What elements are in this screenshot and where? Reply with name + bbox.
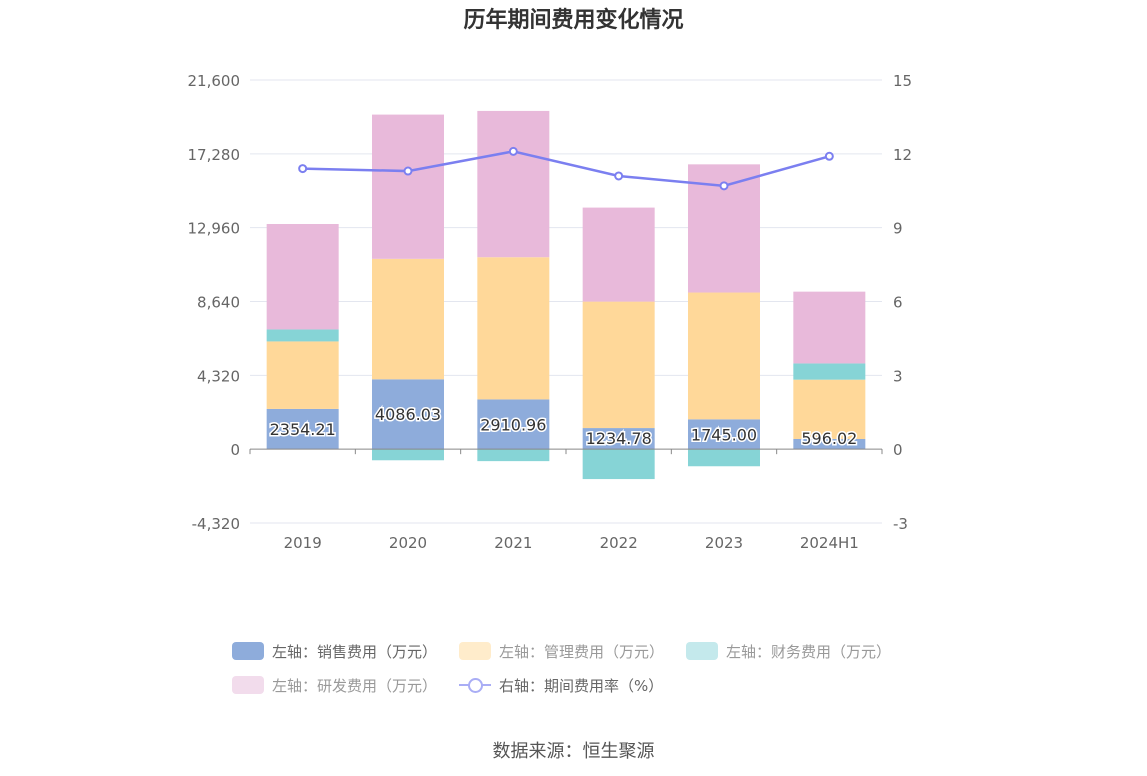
x-axis-tick-label: 2024H1 [800,534,859,552]
left-axis-tick-label: 12,960 [188,220,241,238]
bar-segment [582,449,655,480]
rate-line-point [824,151,834,161]
bar-segment [793,291,866,364]
bar-segment [582,428,655,450]
bar-segment [266,329,339,342]
right-axis-tick-label: 12 [893,146,912,164]
legend-label-sales: 左轴：销售费用（万元） [272,642,438,661]
bar-segment [688,449,760,467]
right-axis-tick-label: 15 [893,72,912,90]
source-note: 数据来源：恒生聚源 [492,741,655,762]
bar-segment [582,301,655,429]
legend-item-rnd[interactable]: 左轴：研发费用（万元） [232,672,437,698]
sales-data-label: 2354.21 [270,420,336,439]
bar-segment [688,419,760,450]
x-axis-tick-label: 2022 [600,534,638,552]
legend-item-rate[interactable]: 右轴：期间费用率（%） [459,672,663,698]
rate-line-point [298,164,308,174]
left-axis-tick-label: 17,280 [188,146,241,164]
bar-segment [793,363,866,380]
bar-segment [477,110,550,258]
bar-segment [372,114,444,259]
legend-label-rate: 右轴：期间费用率（%） [499,676,664,695]
data-labels: 2354.21 4086.03 2910.96 1234.78 1745.00 596.0… [268,404,859,450]
bar-segment [477,257,550,400]
legend-item-sales[interactable]: 左轴：销售费用（万元） [232,638,437,664]
bar-segment [793,438,866,450]
bar-segment [266,224,339,330]
rate-line [298,146,834,191]
bar-segment [372,258,444,380]
right-axis-tick-label: -3 [893,515,908,533]
sales-data-label: 596.02 [801,429,857,448]
rate-line-point [614,171,624,181]
legend-item-finance[interactable]: 左轴：财务费用（万元） [686,638,891,664]
legend-swatch-rate [459,676,492,694]
x-axis-tick-label: 2023 [705,534,743,552]
legend: 左轴：销售费用（万元） 左轴：管理费用（万元） 左轴：财务费用（万元） 左轴：研… [232,638,932,706]
legend-swatch-finance [686,642,719,660]
legend-label-rnd: 左轴：研发费用（万元） [272,676,438,695]
left-axis-tick-label: 8,640 [197,294,240,312]
bar-segment [477,399,550,450]
rate-line-path [302,150,830,188]
sales-data-label: 1745.00 [691,425,757,444]
legend-label-finance: 左轴：财务费用（万元） [726,642,892,661]
left-axis-tick-label: 21,600 [188,72,241,90]
legend-swatch-rnd [232,676,264,694]
sales-data-label: 1234.78 [586,429,652,448]
legend-item-admin[interactable]: 左轴：管理费用（万元） [459,638,664,664]
legend-swatch-admin [459,642,492,660]
left-axis-tick-label: 0 [230,441,240,459]
x-axis-tick-label: 2019 [284,534,322,552]
right-axis-tick-label: 9 [893,220,903,238]
bar-series [266,110,866,480]
bar-segment [372,379,444,450]
legend-swatch-sales [232,642,264,660]
grid-lines [250,79,882,524]
left-axis-tick-label: -4,320 [192,515,240,533]
sales-data-label: 4086.03 [375,405,441,424]
rate-line-point [719,181,729,191]
sales-data-label: 2910.96 [480,415,546,434]
legend-row-2: 左轴：研发费用（万元） 右轴：期间费用率（%） [232,672,932,698]
right-axis-tick-label: 6 [893,294,903,312]
bar-segment [266,341,339,409]
rate-line-point [403,166,413,176]
legend-row-1: 左轴：销售费用（万元） 左轴：管理费用（万元） 左轴：财务费用（万元） [232,638,932,664]
bar-segment [582,207,655,302]
right-axis-tick-label: 3 [893,367,903,385]
bar-segment [266,408,339,450]
right-axis-tick-label: 0 [893,441,903,459]
chart-title: 历年期间费用变化情况 [463,8,684,33]
bar-segment [477,449,550,462]
rate-line-point [508,146,518,156]
chart-plot: -4,320 0 4,320 8,640 12,960 17,280 21,600 -3 0 3 6… [188,72,913,552]
x-axis-tick-label: 2020 [389,534,427,552]
x-axis-tick-label: 2021 [494,534,532,552]
left-axis-tick-label: 4,320 [197,367,240,385]
axes: -4,320 0 4,320 8,640 12,960 17,280 21,600 -3 0 3 6… [188,72,913,552]
bar-segment [688,292,760,420]
legend-label-admin: 左轴：管理费用（万元） [499,642,665,661]
bar-segment [372,449,444,461]
bar-segment [793,379,866,439]
